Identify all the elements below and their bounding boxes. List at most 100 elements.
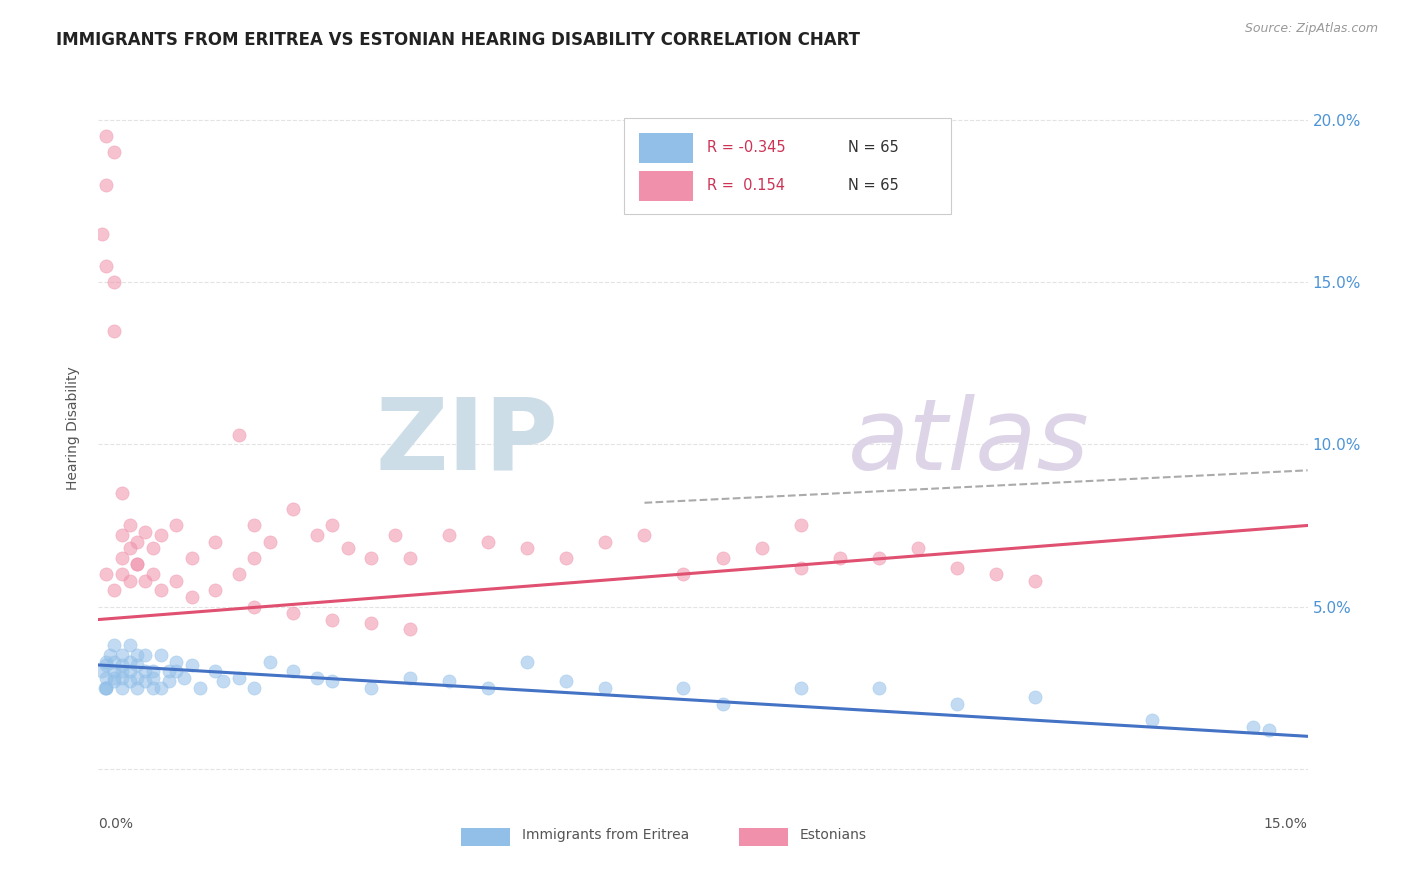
- Point: [96, 259, 118, 273]
- Point: [204, 665, 226, 679]
- Point: [181, 550, 204, 565]
- Point: [111, 681, 134, 695]
- Point: [283, 502, 305, 516]
- Point: [945, 697, 967, 711]
- Point: [93, 681, 115, 695]
- Point: [96, 655, 118, 669]
- Point: [1241, 720, 1264, 734]
- Text: N = 65: N = 65: [848, 139, 898, 154]
- Point: [595, 681, 617, 695]
- Point: [142, 567, 165, 582]
- Point: [337, 541, 360, 556]
- Point: [188, 681, 211, 695]
- Point: [103, 324, 125, 338]
- Point: [165, 574, 187, 588]
- Point: [96, 681, 118, 695]
- Point: [751, 541, 773, 556]
- Point: [103, 665, 125, 679]
- Point: [142, 671, 165, 685]
- Point: [321, 674, 343, 689]
- Point: [360, 615, 382, 630]
- Point: [96, 671, 118, 685]
- Point: [134, 648, 156, 663]
- Point: [157, 674, 180, 689]
- Bar: [638, 133, 693, 162]
- Point: [711, 550, 734, 565]
- Point: [96, 567, 118, 582]
- Point: [91, 227, 114, 241]
- Point: [228, 427, 250, 442]
- Point: [142, 541, 165, 556]
- Bar: [638, 171, 693, 202]
- Point: [360, 681, 382, 695]
- Point: [789, 518, 811, 533]
- Point: [127, 671, 149, 685]
- Point: [111, 665, 134, 679]
- Point: [672, 681, 695, 695]
- Point: [868, 681, 890, 695]
- Point: [127, 558, 149, 572]
- Point: [259, 655, 281, 669]
- Point: [204, 583, 226, 598]
- Point: [134, 574, 156, 588]
- Point: [181, 590, 204, 604]
- Text: R =  0.154: R = 0.154: [707, 178, 785, 193]
- Point: [103, 275, 125, 289]
- Point: [173, 671, 195, 685]
- Point: [243, 599, 266, 614]
- Point: [103, 145, 125, 160]
- Point: [118, 541, 141, 556]
- Point: [360, 550, 382, 565]
- Point: [633, 528, 655, 542]
- Point: [789, 681, 811, 695]
- Point: [439, 528, 461, 542]
- Point: [945, 560, 967, 574]
- Point: [149, 648, 172, 663]
- Point: [228, 567, 250, 582]
- Point: [439, 674, 461, 689]
- Point: [111, 567, 134, 582]
- Point: [555, 674, 578, 689]
- Point: [127, 681, 149, 695]
- Point: [142, 681, 165, 695]
- Point: [111, 486, 134, 500]
- Point: [516, 541, 538, 556]
- Point: [305, 528, 328, 542]
- Point: [103, 583, 125, 598]
- Point: [204, 534, 226, 549]
- Point: [111, 648, 134, 663]
- Point: [149, 528, 172, 542]
- Point: [127, 657, 149, 672]
- Point: [111, 671, 134, 685]
- Point: [321, 518, 343, 533]
- Point: [789, 560, 811, 574]
- Bar: [461, 828, 509, 846]
- Point: [103, 639, 125, 653]
- Point: [711, 697, 734, 711]
- Text: Immigrants from Eritrea: Immigrants from Eritrea: [522, 828, 689, 842]
- Point: [243, 681, 266, 695]
- Point: [181, 657, 204, 672]
- Point: [118, 518, 141, 533]
- Point: [516, 655, 538, 669]
- Point: [134, 665, 156, 679]
- Point: [399, 550, 422, 565]
- Point: [98, 648, 121, 663]
- Point: [477, 534, 499, 549]
- Point: [96, 657, 118, 672]
- Point: [134, 674, 156, 689]
- Point: [212, 674, 235, 689]
- Point: [243, 550, 266, 565]
- Point: [595, 534, 617, 549]
- Point: [149, 681, 172, 695]
- Point: [243, 518, 266, 533]
- Text: ZIP: ZIP: [375, 394, 558, 491]
- Point: [384, 528, 406, 542]
- Text: 15.0%: 15.0%: [1264, 817, 1308, 831]
- Point: [672, 567, 695, 582]
- FancyBboxPatch shape: [624, 118, 950, 214]
- Point: [103, 674, 125, 689]
- Point: [111, 657, 134, 672]
- Point: [103, 671, 125, 685]
- Point: [259, 534, 281, 549]
